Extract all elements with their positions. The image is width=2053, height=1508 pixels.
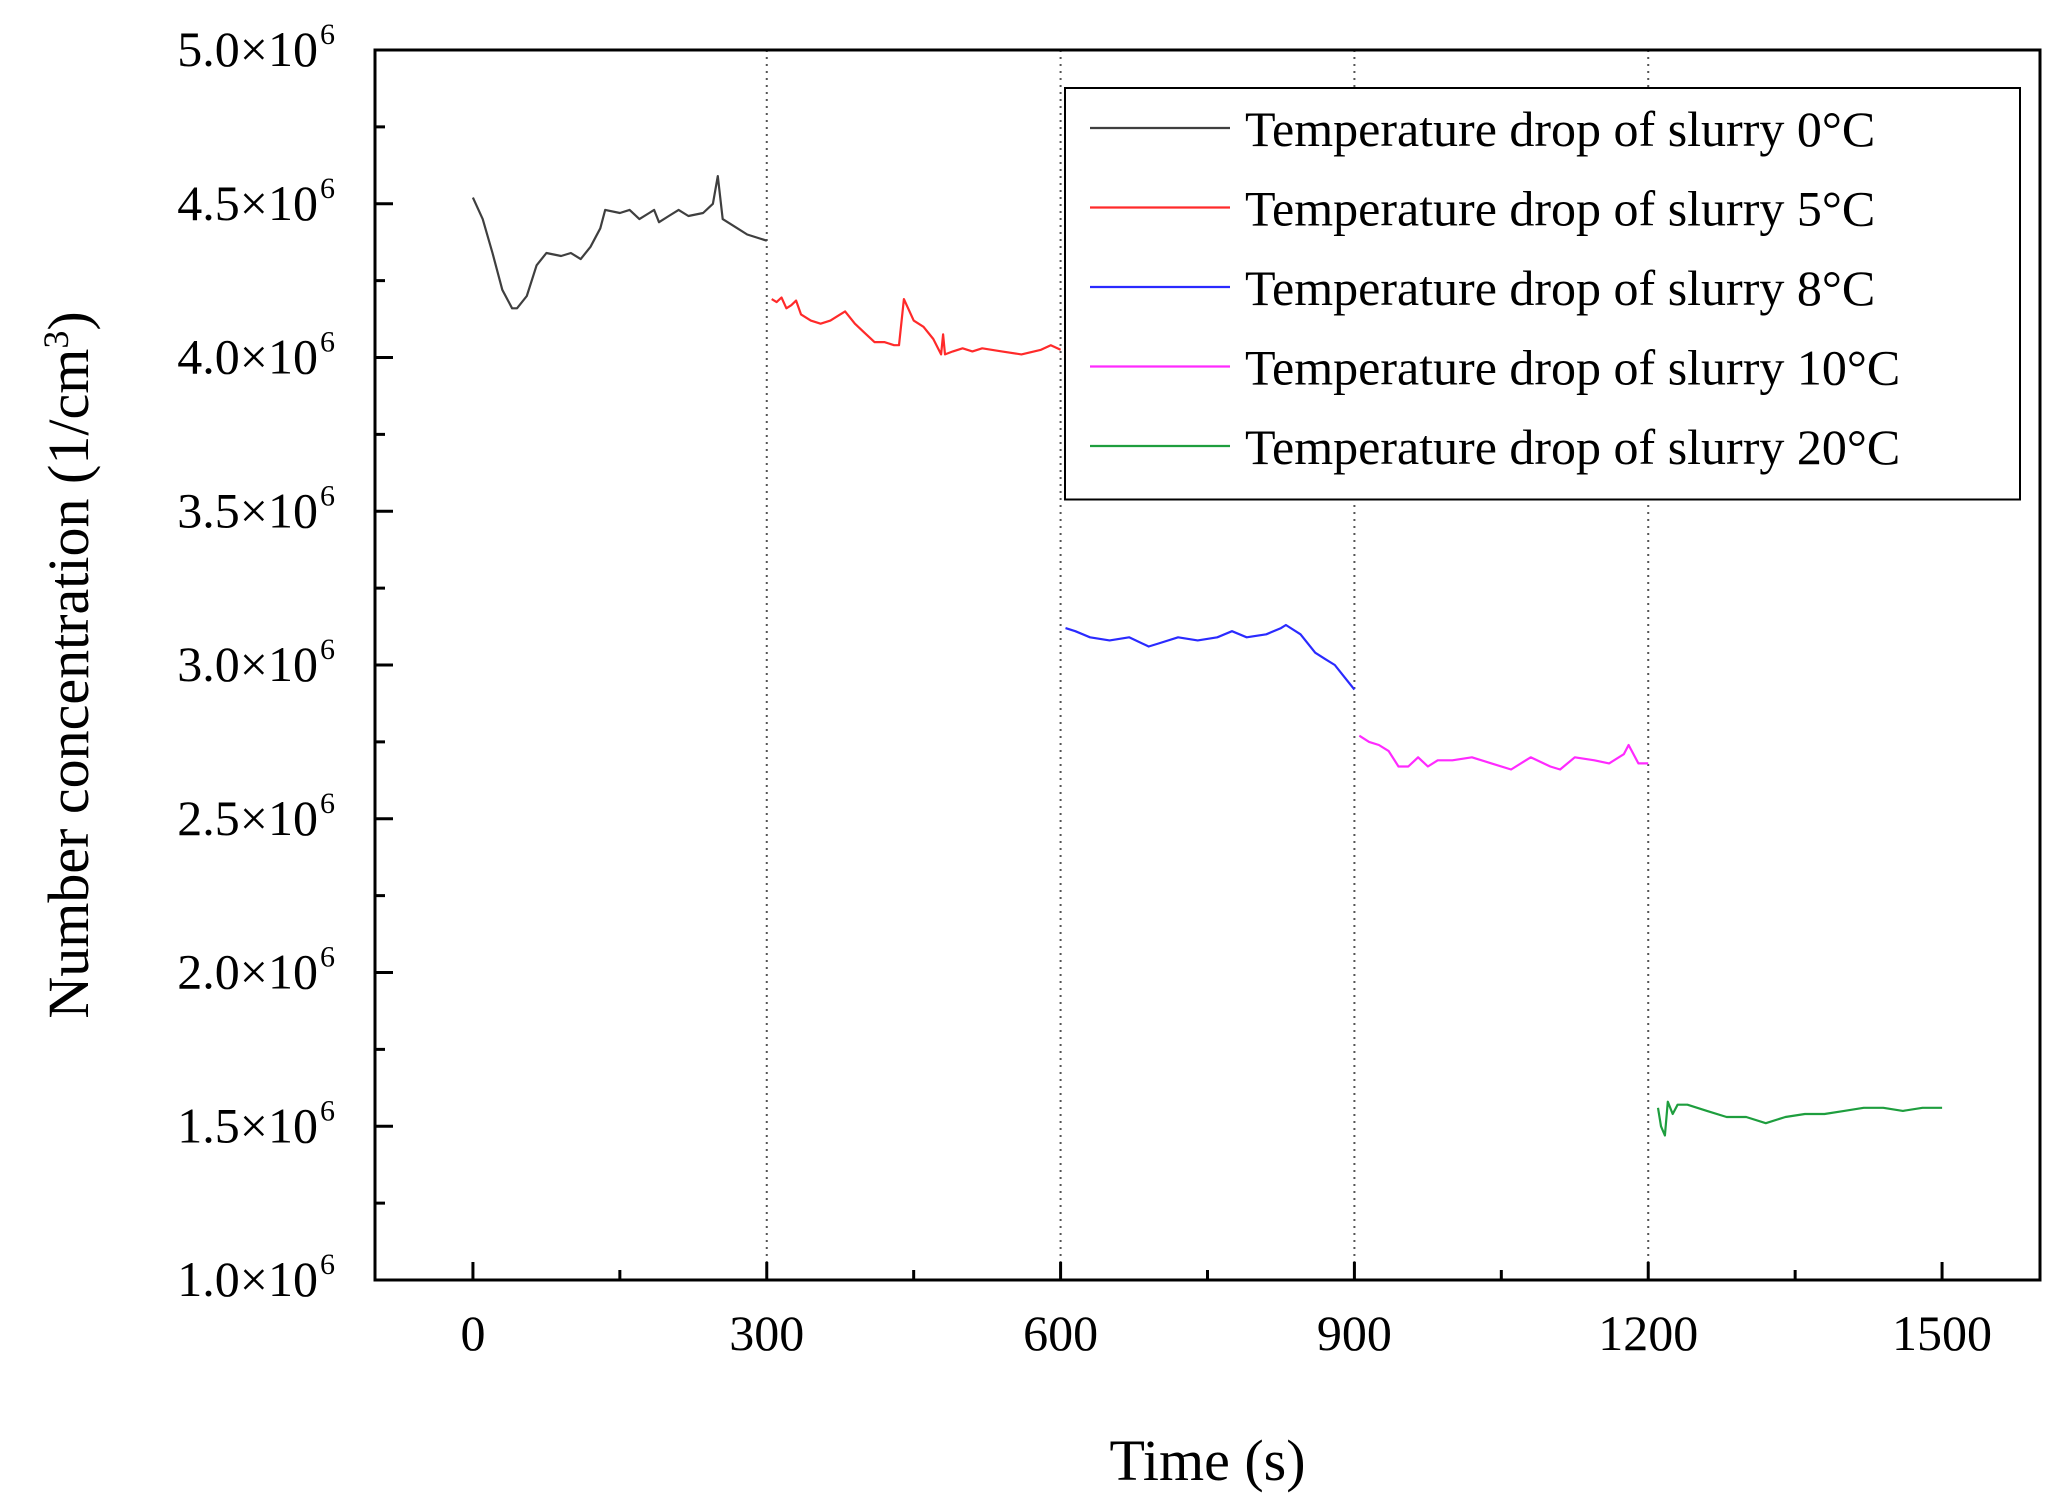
series-layer (471, 175, 1943, 1137)
y-tick-exponent: 6 (320, 941, 335, 974)
y-tick-exponent: 6 (320, 479, 335, 512)
x-axis-title: Time (s) (1109, 1428, 1305, 1493)
x-tick-label: 1500 (1892, 1305, 1992, 1361)
legend-label: Temperature drop of slurry 10°C (1245, 340, 1900, 396)
y-axis-title-close: ) (36, 311, 101, 330)
x-tick-label: 0 (460, 1305, 485, 1361)
legend-label: Temperature drop of slurry 0°C (1245, 101, 1875, 157)
y-axis: 1.0×10 61.5×10 62.0×10 62.5×10 63.0×10 63.5×1… (177, 18, 393, 1307)
x-tick-label: 1200 (1598, 1305, 1698, 1361)
legend: Temperature drop of slurry 0°C Temperatur… (1064, 87, 2021, 501)
y-tick-exponent: 6 (320, 326, 335, 359)
y-tick-label: 3.0×10 (177, 636, 318, 692)
x-tick-label: 300 (729, 1305, 804, 1361)
legend-label: Temperature drop of slurry 20°C (1245, 419, 1900, 475)
series-line (471, 175, 768, 310)
x-tick-label: 900 (1317, 1305, 1392, 1361)
y-tick-exponent: 6 (320, 18, 335, 51)
series-line (771, 296, 1062, 356)
y-tick-label: 4.0×10 (177, 329, 318, 385)
y-axis-title-text: Number concentration (1/cm (36, 349, 101, 1019)
y-tick-exponent: 6 (320, 1094, 335, 1127)
y-tick-label: 5.0×10 (177, 21, 318, 77)
y-axis-title: Number concentration (1/cm3) (36, 311, 101, 1018)
legend-box (1064, 87, 2021, 501)
series-line (1358, 734, 1649, 771)
y-axis-title-superscript: 3 (36, 331, 76, 349)
y-tick-label: 2.5×10 (177, 790, 318, 846)
y-tick-exponent: 6 (320, 172, 335, 205)
series-line (1065, 623, 1356, 691)
x-axis: 0 300 600 900 1200 1500 (460, 1262, 1992, 1361)
y-tick-label: 1.0×10 (177, 1251, 318, 1307)
series-line (1656, 1100, 1943, 1137)
y-tick-label: 3.5×10 (177, 482, 318, 538)
y-tick-exponent: 6 (320, 1248, 335, 1281)
legend-label: Temperature drop of slurry 8°C (1245, 260, 1875, 316)
y-tick-label: 1.5×10 (177, 1097, 318, 1153)
legend-label: Temperature drop of slurry 5°C (1245, 181, 1875, 237)
y-tick-exponent: 6 (320, 633, 335, 666)
y-tick-exponent: 6 (320, 787, 335, 820)
y-tick-label: 4.5×10 (177, 175, 318, 231)
x-tick-label: 600 (1023, 1305, 1098, 1361)
y-tick-label: 2.0×10 (177, 944, 318, 1000)
